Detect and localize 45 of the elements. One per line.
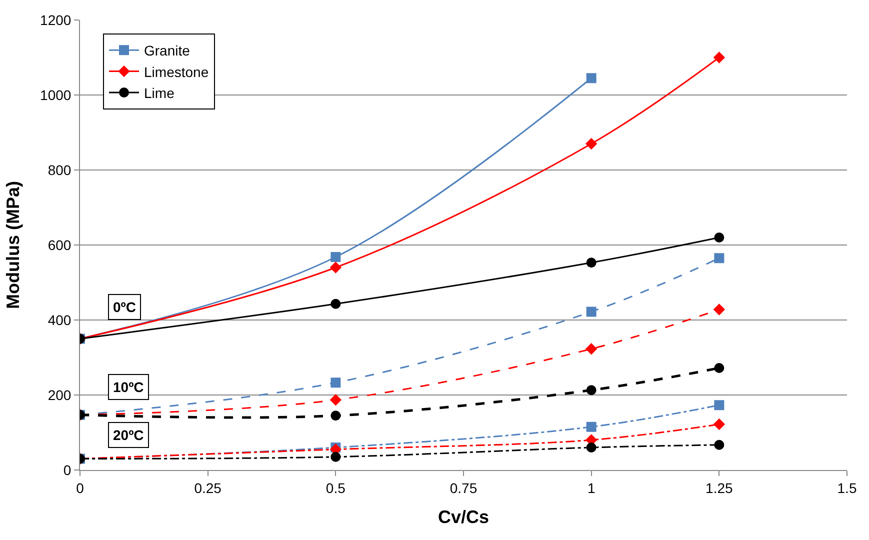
point xyxy=(586,258,596,268)
x-tick-label: 0.25 xyxy=(194,480,222,496)
point xyxy=(713,418,726,430)
point xyxy=(586,306,596,317)
x-tick-label: 0 xyxy=(76,480,84,496)
point xyxy=(585,138,598,150)
point xyxy=(330,452,341,462)
x-tick-label: 0.5 xyxy=(326,480,346,496)
x-tick-label: 1.25 xyxy=(706,480,734,496)
point xyxy=(585,343,598,355)
y-tick-label: 600 xyxy=(48,236,72,253)
point xyxy=(330,262,342,274)
annotation: 20ºC xyxy=(113,427,144,443)
point xyxy=(713,304,726,316)
point xyxy=(714,440,724,450)
point xyxy=(586,73,596,84)
y-tick-label: 400 xyxy=(48,312,72,328)
point xyxy=(330,298,341,309)
annotation: 10ºC xyxy=(113,379,144,395)
y-tick-label: 200 xyxy=(48,386,72,403)
point xyxy=(714,253,724,264)
x-tick-label: 1.5 xyxy=(837,480,857,496)
annotation: 0ºC xyxy=(113,299,136,315)
point xyxy=(330,410,341,421)
point xyxy=(586,422,596,432)
point xyxy=(330,378,341,388)
point xyxy=(330,252,341,262)
y-tick-label: 800 xyxy=(48,162,72,178)
x-tick-label: 1 xyxy=(587,480,596,496)
legend-label: Limestone xyxy=(144,64,209,80)
point xyxy=(714,232,724,242)
y-tick-label: 1200 xyxy=(40,12,72,28)
x-tick-label: 0.75 xyxy=(450,480,478,496)
point xyxy=(586,385,596,396)
point xyxy=(586,442,596,452)
legend-label: Granite xyxy=(144,42,190,59)
point xyxy=(714,363,724,373)
point xyxy=(714,400,724,410)
y-tick-label: 1000 xyxy=(40,86,72,103)
legend-label: Lime xyxy=(144,84,175,101)
y-axis-title: Modulus (MPa) xyxy=(3,181,24,309)
x-axis-title: Cv/Cs xyxy=(438,506,490,527)
point xyxy=(713,52,726,64)
point xyxy=(330,394,342,406)
y-tick-label: 0 xyxy=(63,462,72,478)
